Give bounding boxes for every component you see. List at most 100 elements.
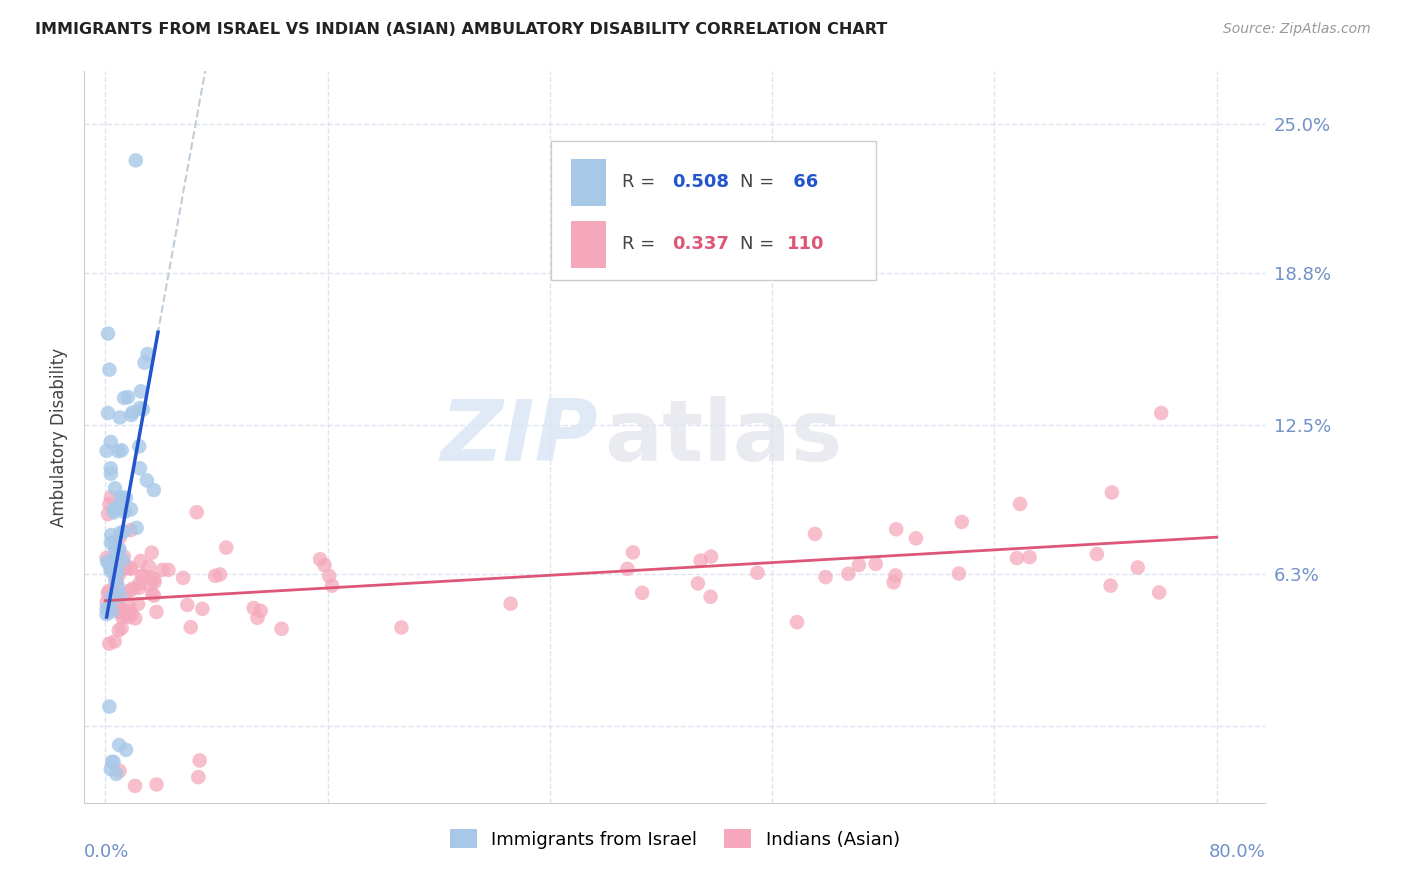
Point (848, 558, 870, 572)
Point (180, 620, 202, 634)
Point (700, 549, 723, 564)
Point (100, 434, 122, 449)
Point (129, 554, 152, 568)
Point (103, 565, 125, 579)
Point (107, 542, 129, 557)
Point (118, 610, 141, 624)
Text: N =: N = (740, 173, 780, 191)
Point (100, 560, 122, 574)
Point (141, 570, 163, 584)
Point (108, 500, 131, 515)
Text: 0.337: 0.337 (672, 235, 730, 253)
Point (786, 615, 808, 629)
Point (103, 755, 125, 769)
Point (145, 777, 167, 791)
Point (104, 481, 127, 495)
Point (125, 153, 148, 168)
Point (1099, 579, 1122, 593)
Point (111, 610, 134, 624)
Point (100, 564, 122, 578)
Point (104, 573, 127, 587)
Point (97, 507, 120, 521)
Point (804, 527, 827, 541)
Point (129, 384, 152, 399)
Point (108, 567, 131, 582)
Point (100, 461, 122, 475)
Point (118, 600, 141, 615)
Point (152, 563, 174, 577)
Point (105, 574, 128, 588)
Point (1085, 547, 1108, 561)
Point (114, 607, 136, 622)
Point (122, 405, 145, 419)
Text: 0.0%: 0.0% (84, 843, 129, 861)
Text: 110: 110 (787, 235, 824, 253)
Point (1018, 550, 1040, 565)
Point (499, 597, 522, 611)
Text: IMMIGRANTS FROM ISRAEL VS INDIAN (ASIAN) AMBULATORY DISABILITY CORRELATION CHART: IMMIGRANTS FROM ISRAEL VS INDIAN (ASIAN)… (35, 22, 887, 37)
Point (884, 522, 907, 536)
Point (96, 443, 118, 458)
Point (100, 762, 122, 776)
Text: Source: ZipAtlas.com: Source: ZipAtlas.com (1223, 22, 1371, 37)
Point (98, 362, 121, 376)
Point (124, 779, 146, 793)
Point (129, 461, 152, 475)
Point (128, 581, 150, 595)
Text: 0.508: 0.508 (672, 173, 730, 191)
Point (111, 553, 134, 567)
Point (104, 572, 127, 586)
Point (111, 443, 134, 458)
Point (631, 586, 654, 600)
Point (110, 490, 132, 504)
Point (104, 543, 127, 558)
Point (141, 587, 163, 601)
Point (112, 524, 135, 539)
Point (186, 505, 208, 519)
Point (948, 566, 970, 581)
Point (108, 599, 131, 614)
Point (689, 553, 711, 567)
Point (103, 535, 125, 549)
Point (204, 569, 226, 583)
Point (191, 602, 214, 616)
Point (120, 560, 142, 574)
Point (121, 607, 143, 621)
Point (108, 589, 131, 603)
Point (1005, 551, 1028, 566)
Point (1008, 497, 1031, 511)
Point (143, 572, 166, 586)
Point (686, 576, 709, 591)
Point (120, 523, 142, 537)
Point (100, 528, 122, 542)
Point (97, 406, 120, 420)
Point (120, 408, 142, 422)
Text: ZIP: ZIP (440, 395, 598, 479)
Point (318, 569, 340, 583)
Point (246, 611, 269, 625)
Point (114, 505, 136, 519)
Point (249, 604, 271, 618)
Point (172, 571, 194, 585)
Point (138, 559, 160, 574)
Point (111, 621, 134, 635)
Point (1150, 406, 1173, 420)
Point (114, 561, 136, 575)
Point (107, 591, 129, 605)
Point (145, 605, 167, 619)
Point (141, 546, 163, 560)
Point (115, 491, 138, 505)
Point (129, 401, 152, 415)
Point (215, 541, 238, 555)
Point (950, 515, 973, 529)
Point (112, 549, 135, 564)
Point (117, 607, 139, 621)
Point (96, 550, 118, 565)
Point (128, 439, 150, 453)
Point (101, 591, 124, 606)
Point (125, 521, 148, 535)
Point (108, 525, 131, 540)
Point (100, 467, 122, 481)
Point (188, 754, 211, 768)
Point (138, 578, 160, 592)
